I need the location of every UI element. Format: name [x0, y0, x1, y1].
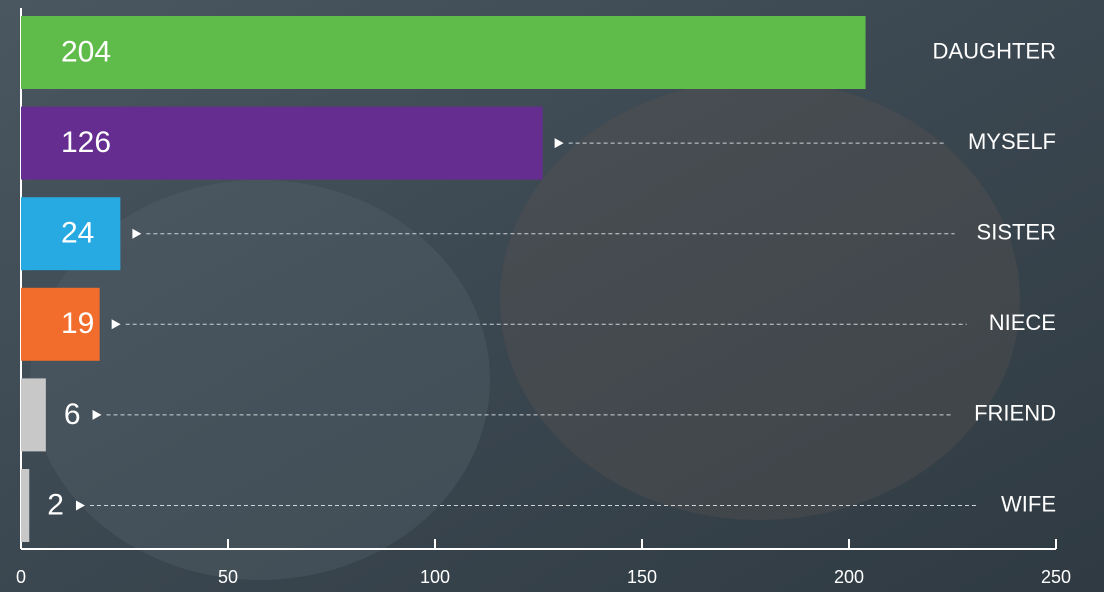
x-tick-label: 50 [218, 567, 238, 587]
chart: 0 50 100 150 200 250 204 DAUGHTER 126 MYSELF 24 SIS… [0, 0, 1104, 592]
category-label: NIECE [989, 310, 1056, 335]
value-label: 204 [61, 35, 111, 68]
x-tick-label: 250 [1041, 567, 1071, 587]
x-tick-label: 0 [16, 567, 26, 587]
background-shape [500, 80, 1020, 520]
category-label: DAUGHTER [933, 38, 1056, 63]
x-tick-label: 100 [420, 567, 450, 587]
x-tick-label: 200 [834, 567, 864, 587]
value-label: 24 [61, 217, 94, 250]
x-tick-label: 150 [627, 567, 657, 587]
value-label: 2 [47, 488, 64, 521]
bar [21, 469, 29, 542]
bar [21, 16, 866, 89]
category-label: WIFE [1001, 491, 1056, 516]
category-label: MYSELF [968, 129, 1056, 154]
bar [21, 378, 46, 451]
category-label: SISTER [977, 220, 1056, 245]
value-label: 126 [61, 126, 111, 159]
value-label: 19 [61, 307, 94, 340]
category-label: FRIEND [974, 401, 1056, 426]
value-label: 6 [64, 398, 81, 431]
